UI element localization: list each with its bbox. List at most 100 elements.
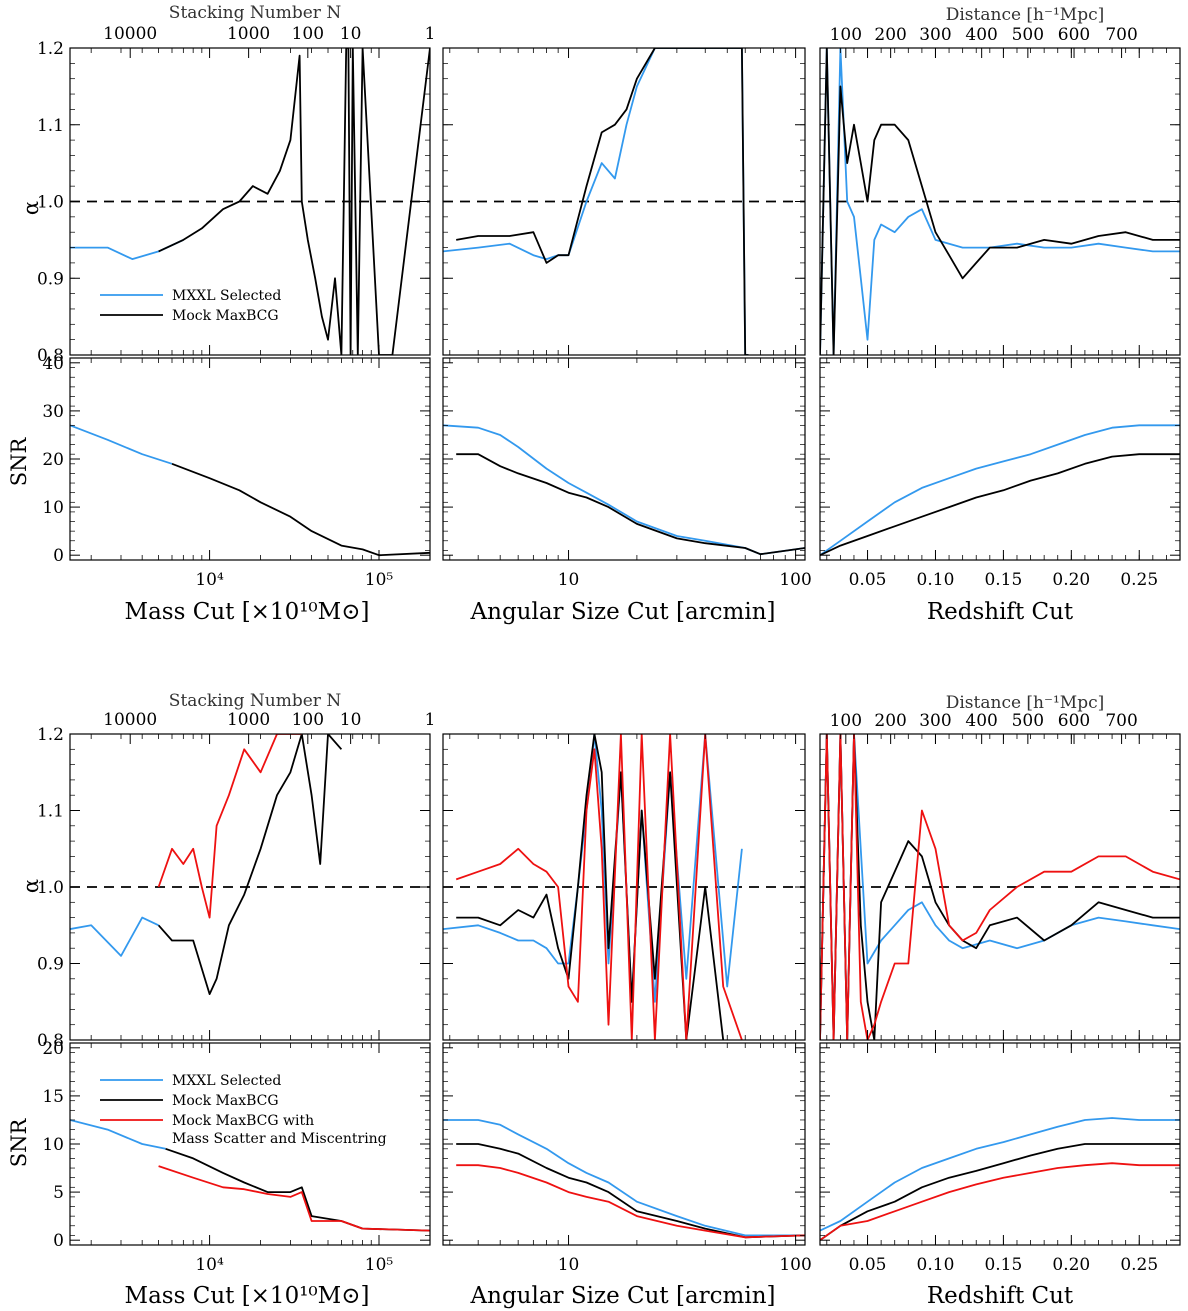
y-tick-label: 40	[42, 354, 64, 374]
x-tick-label: 10⁵	[365, 570, 394, 590]
panel-bottom-alpha-redshift: 100 200 300 400 500 600 700	[819, 711, 1181, 1041]
x-tick-label: 0.15	[984, 1255, 1022, 1275]
panel-top-snr-redshift: 0.05 0.10 0.15 0.20 0.25	[819, 357, 1181, 590]
y-tick-label: 1.2	[37, 39, 64, 59]
series-line-mxxl	[70, 239, 184, 261]
xlabel-redshift-bottom: Redshift Cut	[927, 1283, 1074, 1309]
series-line-mxxl	[443, 48, 749, 355]
y-tick-label: 1.0	[37, 193, 64, 213]
series-line-scatter	[455, 734, 743, 1040]
series-line-mxxl	[820, 424, 1180, 556]
panel-top-alpha-angular	[442, 47, 806, 356]
series-line-mock	[820, 48, 1180, 355]
x-tick-label: 0.20	[1052, 1255, 1090, 1275]
panel-top-alpha-redshift: 100 200 300 400 500 600 700	[819, 25, 1181, 356]
stacking-tick-label: 1	[425, 710, 436, 730]
distance-tick-label: 700	[1105, 25, 1137, 45]
legend-bottom: MXXL Selected Mock MaxBCG Mock MaxBCG wi…	[100, 1073, 387, 1147]
y-tick-label: 0	[53, 1231, 64, 1251]
stacking-tick-label: 100	[292, 710, 324, 730]
y-tick-label: 0.8	[37, 346, 64, 366]
series-line-mxxl	[70, 1119, 166, 1150]
stacking-tick-label: 10	[340, 24, 362, 44]
x-tick-label: 0.05	[849, 570, 887, 590]
series-group	[443, 424, 805, 556]
stacking-tick-label: 100	[292, 24, 324, 44]
y-tick-label: 0.8	[37, 1031, 64, 1051]
y-tick-label: 15	[42, 1087, 64, 1107]
panel-frame	[69, 357, 431, 561]
figure-bottom-labels: Stacking Number N Distance [h⁻¹Mpc] α SN…	[7, 691, 1104, 1309]
series-group	[70, 48, 430, 355]
x-tick-label: 10⁴	[195, 570, 224, 590]
series-group	[443, 1119, 805, 1239]
series-group	[820, 734, 1180, 1040]
panel-top-snr-mass: 10⁴ 10⁵ 0 10 20 30 40	[42, 354, 431, 590]
distance-axis-title-bottom: Distance [h⁻¹Mpc]	[946, 693, 1105, 713]
distance-tick-label: 700	[1105, 711, 1137, 731]
y-tick-label: 0.9	[37, 269, 64, 289]
x-tick-label: 10	[558, 570, 580, 590]
snr-ylabel-top: SNR	[7, 437, 31, 487]
series-group	[443, 734, 743, 1040]
distance-tick-label: 400	[965, 711, 997, 731]
y-tick-label: 10	[42, 1135, 64, 1155]
x-tick-label: 10	[558, 1255, 580, 1275]
xlabel-mass-bottom: Mass Cut [×10¹⁰M⊙]	[125, 1283, 370, 1309]
series-line-mock	[171, 462, 430, 557]
legend-top-mock-label: Mock MaxBCG	[172, 308, 279, 324]
panel-frame	[819, 357, 1181, 561]
series-line-mock	[820, 453, 1180, 557]
series-line-mxxl	[70, 916, 159, 957]
series-line-mock	[157, 734, 343, 995]
xlabel-angular-bottom: Angular Size Cut [arcmin]	[470, 1283, 776, 1309]
figure-top-labels: Stacking Number N Distance [h⁻¹Mpc] α SN…	[7, 3, 1104, 625]
x-tick-label: 0.25	[1120, 570, 1158, 590]
series-line-mxxl	[443, 424, 805, 556]
stacking-tick-label: 1000	[227, 24, 270, 44]
series-group	[70, 734, 343, 995]
panel-bottom-alpha-mass: 0.8 0.9 1.0 1.1 1.2 10000 1000 100 10 1	[37, 710, 435, 1051]
distance-tick-label: 400	[965, 25, 997, 45]
snr-ylabel-bottom: SNR	[7, 1118, 31, 1168]
y-tick-label: 1.0	[37, 878, 64, 898]
series-line-mock	[456, 48, 749, 355]
series-group	[70, 424, 430, 557]
distance-axis-title-top: Distance [h⁻¹Mpc]	[946, 5, 1105, 25]
stacking-tick-label: 1000	[227, 710, 270, 730]
distance-tick-label: 300	[919, 711, 951, 731]
panel-bottom-snr-angular: 10 100	[442, 1042, 812, 1275]
x-tick-label: 100	[779, 570, 811, 590]
y-tick-label: 1.2	[37, 725, 64, 745]
series-line-scatter	[820, 734, 1180, 1040]
distance-tick-label: 200	[874, 25, 906, 45]
series-line-scatter	[157, 734, 302, 919]
series-line-scatter	[820, 1162, 1180, 1241]
x-tick-label: 0.25	[1120, 1255, 1158, 1275]
series-line-mxxl	[443, 1119, 805, 1237]
series-line-mxxl	[820, 48, 1180, 355]
distance-tick-label: 600	[1058, 711, 1090, 731]
series-line-mxxl	[820, 1117, 1180, 1232]
x-tick-label: 0.10	[917, 570, 955, 590]
y-tick-label: 1.1	[37, 116, 64, 136]
alpha-ylabel-bottom: α	[19, 879, 43, 893]
xlabel-mass-top: Mass Cut [×10¹⁰M⊙]	[125, 599, 370, 625]
series-line-mock	[165, 1147, 430, 1232]
series-group	[820, 1117, 1180, 1241]
y-tick-label: 0	[53, 546, 64, 566]
y-tick-label: 20	[42, 450, 64, 470]
distance-tick-label: 300	[919, 25, 951, 45]
stacking-axis-title-bottom: Stacking Number N	[169, 691, 342, 711]
series-group	[443, 48, 749, 355]
series-line-scatter	[158, 1165, 430, 1232]
distance-tick-label: 500	[1012, 25, 1044, 45]
series-line-scatter	[456, 1164, 805, 1239]
panel-bottom-snr-redshift: 0.05 0.10 0.15 0.20 0.25	[819, 1042, 1181, 1275]
series-group	[70, 1119, 430, 1232]
legend-top: MXXL Selected Mock MaxBCG	[100, 288, 281, 324]
x-tick-label: 0.10	[917, 1255, 955, 1275]
alpha-ylabel-top: α	[19, 201, 43, 215]
